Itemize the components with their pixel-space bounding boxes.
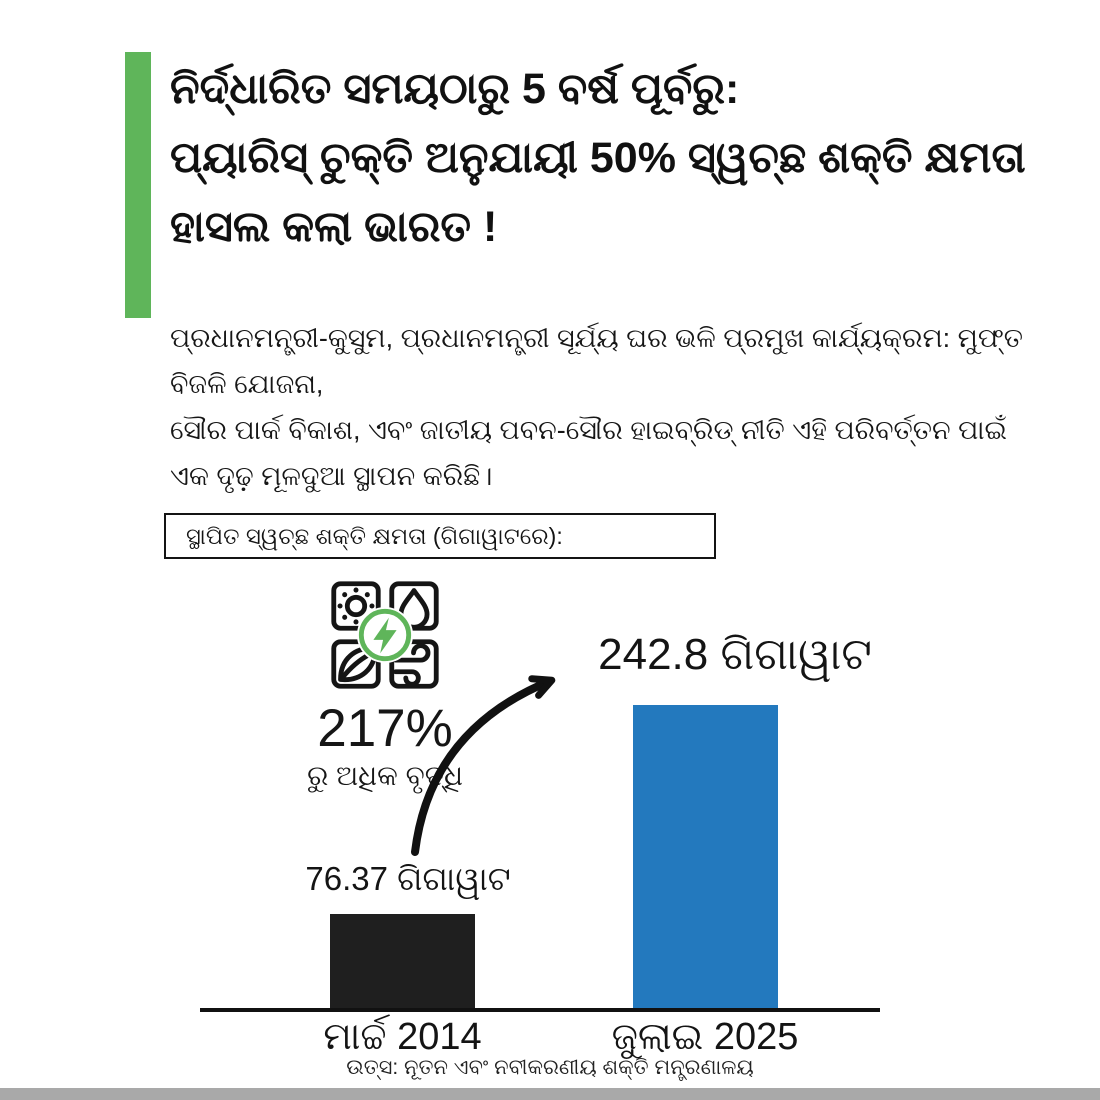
- tile-leaf: [331, 639, 381, 689]
- intro-line-3: ଏକ ଦୃଢ଼ ମୂଳଦୁଆ ସ୍ଥାପନ କରିଛି।: [170, 460, 493, 491]
- value-label-2025: 242.8 ଗିଗାୱାଟ: [598, 630, 872, 679]
- headline: ନିର୍ଦ୍ଧାରିତ ସମୟଠାରୁ 5 ବର୍ଷ ପୂର୍ବରୁ: ପ୍ୟା…: [170, 55, 1070, 261]
- category-label-2014: ମାର୍ଚ୍ଚ 2014: [323, 1016, 482, 1058]
- headline-line-1: ନିର୍ଦ୍ଧାରିତ ସମୟଠାରୁ 5 ବର୍ଷ ପୂର୍ବରୁ:: [170, 65, 740, 113]
- headline-line-3: ହାସଲ କଲା ଭାରତ !: [170, 202, 498, 251]
- category-label-2025: ଜୁଲାଇ 2025: [611, 1016, 799, 1058]
- wind-icon-lower: [393, 669, 421, 687]
- headline-line-2: ପ୍ୟାରିସ୍ ଚୁକ୍ତି ଅନୁଯାୟୀ 50% ସ୍ୱଚ୍ଛ ଶକ୍ତି…: [170, 133, 1026, 182]
- droplet-icon: [398, 588, 430, 630]
- source-caption: ଉତ୍ସ: ନୂତନ ଏବଂ ନବୀକରଣୀୟ ଶକ୍ତି ମନ୍ତ୍ରଣାଳୟ: [346, 1056, 754, 1079]
- growth-value: 217%: [317, 699, 453, 758]
- growth-arrow-icon: [411, 675, 556, 856]
- chart-title-box: ସ୍ଥାପିତ ସ୍ୱଚ୍ଛ ଶକ୍ତି କ୍ଷମତା (ଗିଗାୱାଟରେ):: [164, 513, 716, 559]
- sun-icon: [344, 594, 368, 618]
- intro-paragraph: ପ୍ରଧାନମନ୍ତ୍ରୀ-କୁସୁମ, ପ୍ରଧାନମନ୍ତ୍ରୀ ସୂର୍ଯ…: [170, 316, 1070, 500]
- intro-line-1: ପ୍ରଧାନମନ୍ତ୍ରୀ-କୁସୁମ, ପ୍ରଧାନମନ୍ତ୍ରୀ ସୂର୍ଯ…: [170, 323, 1024, 399]
- clean-energy-grid-icon: [331, 581, 439, 689]
- sun-rays: [337, 587, 375, 625]
- chart-title-label: ସ୍ଥାପିତ ସ୍ୱଚ୍ଛ ଶକ୍ତି କ୍ଷମତା (ଗିଗାୱାଟରେ):: [186, 522, 563, 549]
- tile-sun: [331, 581, 381, 631]
- accent-bar: [125, 52, 151, 318]
- bar-2014: [330, 914, 475, 1010]
- axis-line: [200, 1008, 880, 1012]
- wind-icon: [393, 643, 431, 663]
- value-label-2014: 76.37 ଗିଗାୱାଟ: [305, 860, 511, 897]
- intro-line-2: ସୌର ପାର୍କ ବିକାଶ, ଏବଂ ଜାତୀୟ ପବନ-ସୌର ହାଇବ୍…: [170, 414, 1007, 445]
- bar-2025: [633, 705, 778, 1010]
- lightning-icon: [373, 617, 397, 654]
- footer-strip: [0, 1088, 1100, 1100]
